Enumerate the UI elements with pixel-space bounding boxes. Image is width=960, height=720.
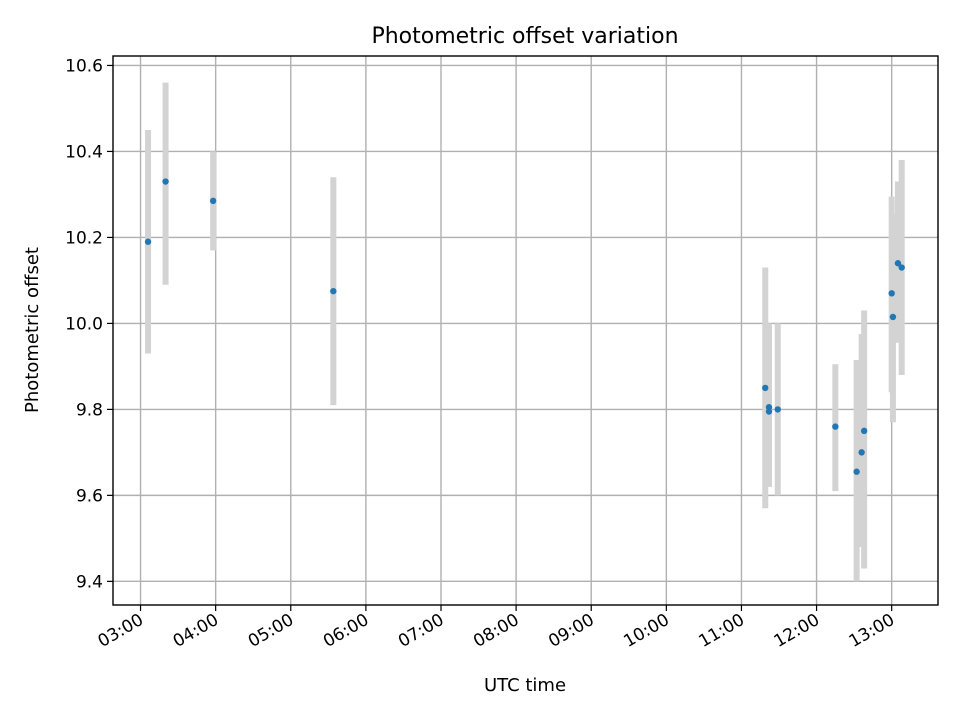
data-point [774, 406, 781, 413]
error-bars [145, 82, 905, 582]
x-tick-label: 04:00 [170, 610, 222, 652]
y-tick-label: 10.0 [65, 314, 103, 334]
x-tick-label: 06:00 [320, 610, 372, 652]
x-tick-label: 10:00 [620, 610, 672, 652]
y-tick-label: 9.8 [76, 400, 103, 420]
y-tick-label: 9.4 [76, 572, 103, 592]
x-tick-label: 12:00 [771, 610, 823, 652]
data-points [144, 178, 905, 475]
plot-frame [112, 55, 939, 606]
data-point [888, 290, 895, 297]
data-point [853, 468, 860, 475]
grid [113, 56, 938, 605]
x-tick-label: 13:00 [846, 610, 898, 652]
x-tick-label: 09:00 [545, 610, 597, 652]
data-point [889, 313, 897, 321]
y-tick-label: 10.6 [65, 56, 103, 76]
y-tick-label: 10.2 [65, 228, 103, 248]
data-point [858, 449, 865, 456]
data-point [765, 408, 773, 415]
data-point [762, 384, 769, 392]
data-point [144, 238, 152, 245]
x-tick-label: 08:00 [470, 610, 522, 652]
x-tick-label: 11:00 [696, 610, 748, 652]
data-point [162, 178, 169, 185]
chart-title: Photometric offset variation [371, 24, 678, 49]
axis-ticks: 03:00 04:00 05:00 06:00 07:00 08:00 09:00 10:00… [65, 56, 898, 651]
data-point [330, 287, 337, 295]
y-tick-label: 9.6 [76, 486, 103, 506]
x-tick-label: 07:00 [395, 610, 447, 652]
data-point [898, 264, 905, 271]
y-tick-label: 10.4 [65, 142, 103, 162]
data-point [894, 260, 902, 267]
y-axis-label: Photometric offset [22, 247, 43, 413]
data-point [860, 427, 868, 435]
data-point [209, 197, 217, 205]
x-tick-label: 05:00 [245, 610, 297, 652]
x-axis-label: UTC time [484, 675, 566, 696]
data-point [832, 423, 839, 430]
x-tick-label: 03:00 [95, 610, 147, 652]
